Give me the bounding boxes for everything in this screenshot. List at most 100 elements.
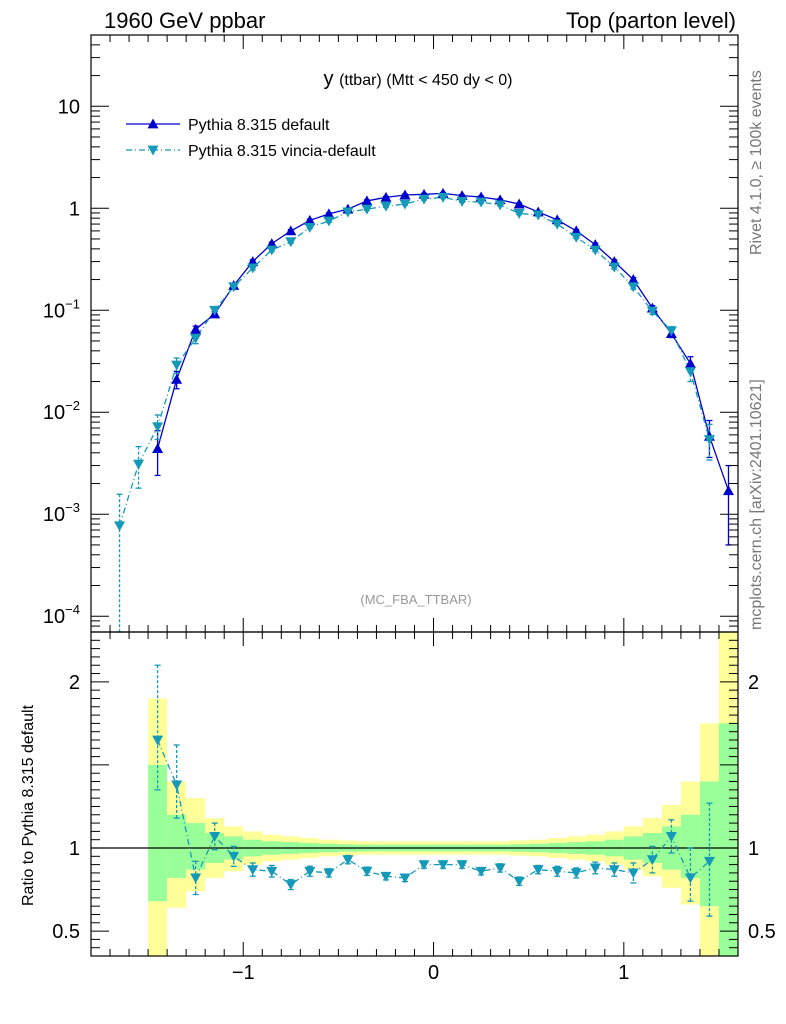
ratio-marker-vincia (418, 860, 430, 871)
marker-vincia (665, 326, 677, 337)
y-tick-label-lower-right: 1 (748, 838, 759, 860)
marker-vincia (703, 435, 715, 446)
band-inner-bin (186, 823, 206, 870)
ratio-marker-vincia (152, 735, 164, 746)
marker-vincia (513, 209, 525, 219)
marker-vincia (627, 282, 639, 293)
marker-vincia (418, 194, 430, 205)
ratio-marker-vincia (266, 866, 278, 877)
legend-label-vincia: Pythia 8.315 vincia-default (188, 143, 376, 160)
ratio-marker-vincia (646, 855, 658, 866)
ratio-marker-vincia (399, 873, 411, 884)
marker-vincia (228, 282, 240, 293)
marker-default (380, 191, 392, 202)
marker-vincia (646, 306, 658, 317)
y-tick-label-upper: 10 (58, 96, 80, 118)
marker-default (152, 443, 164, 453)
marker-default (684, 358, 696, 368)
plot-title-text: y (ttbar) (Mtt < 450 dy < 0) (324, 68, 513, 90)
ratio-marker-vincia (342, 855, 354, 866)
marker-vincia (399, 199, 411, 210)
ratio-marker-vincia (703, 856, 715, 867)
ratio-marker-vincia (684, 873, 696, 884)
legend-marker-vincia (147, 145, 159, 156)
band-inner-bin (148, 764, 168, 902)
marker-default (323, 208, 335, 219)
header-right: Top (parton level) (566, 8, 736, 33)
marker-vincia (456, 196, 468, 207)
ratio-marker-vincia (380, 871, 392, 882)
series-line-default (156, 192, 730, 491)
marker-vincia (589, 245, 601, 256)
marker-vincia (494, 200, 506, 211)
band-inner-bin (167, 814, 187, 878)
marker-default (304, 214, 316, 225)
ratio-marker-vincia (228, 851, 240, 862)
ratio-marker-vincia (437, 860, 449, 871)
legend-label-default: Pythia 8.315 default (188, 117, 330, 134)
ratio-marker-vincia (608, 865, 620, 876)
marker-vincia (247, 263, 259, 274)
marker-default (399, 189, 411, 200)
y-tick-label-upper: 10−1 (43, 296, 80, 322)
marker-default (190, 323, 202, 334)
ratio-marker-vincia (323, 868, 335, 879)
band-inner-bin (680, 814, 700, 878)
marker-vincia (380, 201, 392, 212)
legend-marker-default (147, 118, 159, 129)
ratio-marker-vincia (361, 866, 373, 877)
y-tick-label-lower-left: 0.5 (52, 921, 80, 943)
ratio-marker-vincia (190, 873, 202, 884)
x-tick-label: −1 (232, 962, 255, 984)
marker-vincia (133, 459, 145, 470)
x-tick-label: 0 (428, 962, 439, 984)
marker-vincia (342, 207, 354, 218)
marker-default (266, 238, 278, 249)
y-tick-label-lower-right: 2 (748, 672, 759, 694)
analysis-watermark: (MC_FBA_TTBAR) (360, 592, 471, 607)
ratio-marker-vincia (513, 876, 525, 887)
ratio-uncertainty-bands (148, 632, 738, 956)
ratio-marker-vincia (247, 865, 259, 876)
x-tick-label: 1 (618, 962, 629, 984)
ratio-marker-vincia (494, 863, 506, 874)
series-line-vincia (118, 196, 711, 526)
marker-vincia (437, 192, 449, 203)
lower-frame (90, 631, 739, 957)
ratio-marker-vincia (627, 868, 639, 879)
marker-default (722, 485, 734, 496)
ratio-marker-vincia (304, 866, 316, 877)
y-tick-label-upper: 10−3 (43, 500, 80, 526)
marker-default (570, 225, 582, 236)
marker-default (513, 198, 525, 209)
y-tick-label-upper: 1 (69, 198, 80, 220)
ratio-marker-vincia (532, 865, 544, 876)
marker-default (171, 373, 183, 384)
y-tick-label-lower-right: 0.5 (748, 921, 776, 943)
ratio-marker-vincia (551, 866, 563, 877)
marker-vincia (304, 222, 316, 233)
marker-vincia (551, 219, 563, 230)
ratio-marker-vincia (589, 863, 601, 874)
marker-vincia (608, 262, 620, 273)
marker-vincia (570, 232, 582, 243)
y-tick-label-upper: 10−4 (43, 602, 80, 628)
marker-default (627, 274, 639, 284)
ratio-marker-vincia (171, 780, 183, 791)
header-left: 1960 GeV ppbar (104, 8, 266, 33)
marker-vincia (323, 216, 335, 227)
marker-vincia (475, 197, 487, 208)
marker-vincia (684, 367, 696, 378)
marker-vincia (361, 204, 373, 215)
marker-default (247, 256, 259, 266)
marker-vincia (190, 333, 202, 344)
ratio-marker-vincia (456, 860, 468, 871)
marker-vincia (266, 245, 278, 256)
y-tick-label-lower-left: 2 (69, 672, 80, 694)
y-tick-label-lower-left: 1 (69, 838, 80, 860)
marker-default (361, 195, 373, 206)
ratio-marker-vincia (570, 868, 582, 879)
marker-default (285, 225, 297, 236)
y-tick-label-upper: 10−2 (43, 398, 80, 424)
